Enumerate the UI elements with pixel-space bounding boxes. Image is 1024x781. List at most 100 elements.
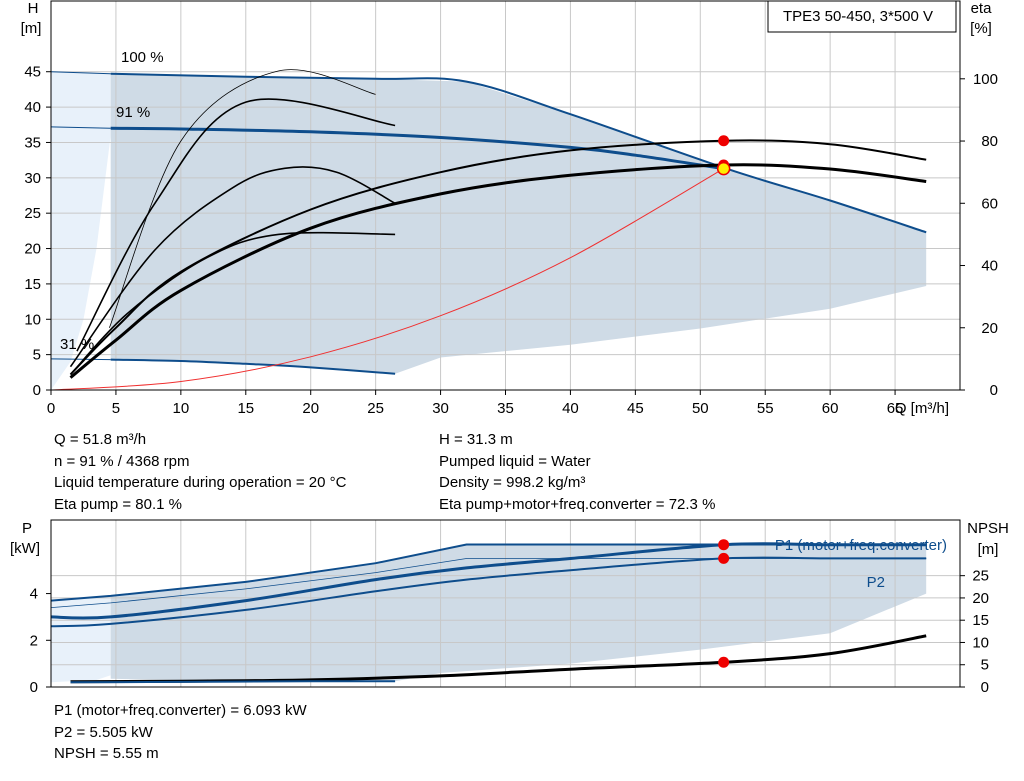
x-tick-label: 25 — [367, 400, 384, 417]
x-tick-label: 65 — [887, 400, 904, 417]
result-npsh: NPSH = 5.55 m — [54, 745, 159, 762]
duty-marker-npsh — [718, 656, 730, 668]
curve-label-91: 91 % — [116, 104, 150, 121]
y-left-label-line2: [m] — [21, 20, 42, 37]
x-tick-label: 0 — [47, 400, 55, 417]
p-tick-label: 2 — [30, 632, 38, 649]
legend-p2: P2 — [867, 574, 885, 591]
y-right-label-line1: eta — [971, 0, 993, 17]
y-right-tick-label: 0 — [990, 382, 998, 399]
y-right-tick-label: 80 — [981, 133, 998, 150]
x-tick-label: 50 — [692, 400, 709, 417]
result-pumped-liquid: Pumped liquid = Water — [439, 452, 591, 470]
top-operating-area — [110, 73, 927, 374]
y-left-tick-label: 20 — [24, 241, 41, 258]
npsh-tick-label: 15 — [972, 612, 989, 629]
curve-label-100: 100 % — [121, 49, 164, 66]
result-head: H = 31.3 m — [439, 431, 513, 448]
bottom-duty-markers — [718, 539, 730, 668]
duty-marker-head — [716, 161, 731, 176]
y-right-tick-label: 60 — [981, 195, 998, 212]
x-tick-label: 60 — [822, 400, 839, 417]
p2-max-curve — [50, 558, 927, 608]
system-curve — [50, 168, 724, 391]
y-right-label-line2: [%] — [970, 20, 992, 37]
y-left-tick-label: 40 — [24, 99, 41, 116]
results-top-left: Q = 51.8 m³/h n = 91 % / 4368 rpm Liquid… — [54, 429, 346, 515]
x-tick-label: 55 — [757, 400, 774, 417]
eta-partial-speed-curve — [76, 98, 396, 352]
head-curve-100-extension — [50, 71, 111, 75]
result-speed: n = 91 % / 4368 rpm — [54, 452, 190, 470]
title-box — [767, 0, 957, 33]
result-liquid-temperature: Liquid temperature during operation = 20… — [54, 474, 347, 491]
y-right-tick-label: 20 — [981, 320, 998, 337]
bottom-y-axis-right-ticks: 0 5 10 15 20 25 — [960, 568, 989, 696]
x-tick-label: 45 — [627, 400, 644, 417]
x-tick-label: 10 — [173, 400, 190, 417]
top-x-axis-ticks: 0 5 10 15 20 25 30 35 40 45 50 55 60 65 — [47, 390, 904, 417]
results-bottom: P1 (motor+freq.converter) = 6.093 kW P2 … — [54, 700, 307, 765]
p-axis-label-line1: P — [22, 520, 32, 537]
x-tick-label: 5 — [112, 400, 120, 417]
eta-total-curve — [69, 163, 927, 379]
result-eta-total: Eta pump+motor+freq.converter = 72.3 % — [439, 495, 716, 513]
bottom-y-axis-left-ticks: 0 2 4 — [30, 586, 51, 696]
head-curve-31 — [110, 358, 396, 375]
head-curve-100 — [110, 72, 927, 234]
result-density: Density = 998.2 kg/m³ — [439, 474, 586, 491]
x-tick-label: 15 — [237, 400, 254, 417]
x-tick-label: 20 — [302, 400, 319, 417]
bottom-operating-area — [110, 544, 927, 682]
results-top-right: H = 31.3 m Pumped liquid = Water Density… — [439, 429, 715, 515]
top-grid — [51, 1, 960, 390]
eta-partial-speed-curve — [109, 69, 376, 328]
top-y-axis-right-ticks: 0 20 40 60 80 100 — [960, 71, 998, 399]
head-efficiency-plot: 0 5 10 15 20 25 30 35 40 45 50 55 60 65 0 5 10 15 20 25 30 3… — [21, 0, 998, 417]
eta-partial-speed-curve — [69, 231, 396, 375]
x-tick-label: 30 — [432, 400, 449, 417]
y-left-tick-label: 35 — [24, 134, 41, 151]
y-left-tick-label: 45 — [24, 64, 41, 81]
top-y-axis-left-ticks: 0 5 10 15 20 25 30 35 40 45 — [24, 64, 51, 399]
head-curve-91-extension — [50, 126, 111, 129]
x-axis-label: Q [m³/h] — [895, 400, 949, 417]
y-right-tick-label: 40 — [981, 258, 998, 275]
p-axis-label-line2: [kW] — [10, 540, 40, 557]
npsh-axis-label-line1: NPSH — [967, 520, 1009, 537]
p-min-curve — [70, 680, 396, 684]
legend-p1: P1 (motor+freq.converter) — [775, 537, 947, 554]
eta-partial-speed-curve — [69, 166, 396, 368]
bottom-light-area — [51, 595, 111, 683]
power-npsh-plot: 0 2 4 0 5 10 15 20 25 P [kW] NPSH [m] P1 (motor… — [10, 519, 1009, 696]
duty-marker-p2 — [718, 552, 730, 564]
npsh-tick-label: 20 — [972, 590, 989, 607]
top-series — [50, 69, 927, 391]
bottom-series — [50, 542, 927, 684]
y-left-tick-label: 15 — [24, 276, 41, 293]
y-left-tick-label: 5 — [33, 347, 41, 364]
chart-title: TPE3 50-450, 3*500 V — [783, 8, 933, 25]
p-tick-label: 0 — [30, 679, 38, 696]
head-curve-91 — [110, 126, 724, 171]
y-right-tick-label: 100 — [973, 71, 998, 88]
result-p1: P1 (motor+freq.converter) = 6.093 kW — [54, 702, 307, 719]
curve-label-31: 31 % — [60, 336, 94, 353]
p1-max-curve — [50, 543, 927, 602]
duty-marker-p1 — [718, 539, 730, 551]
top-duty-markers — [716, 135, 731, 176]
y-left-tick-label: 10 — [24, 311, 41, 328]
npsh-tick-label: 5 — [981, 657, 989, 674]
bottom-plot-frame — [50, 519, 961, 688]
result-p2: P2 = 5.505 kW — [54, 723, 153, 741]
npsh-tick-label: 0 — [981, 679, 989, 696]
npsh-tick-label: 10 — [972, 634, 989, 651]
y-left-tick-label: 0 — [33, 382, 41, 399]
p-tick-label: 4 — [30, 586, 38, 603]
result-flow: Q = 51.8 m³/h — [54, 431, 147, 448]
y-left-tick-label: 25 — [24, 205, 41, 222]
p1-curve — [50, 542, 927, 620]
y-left-label-line1: H — [28, 0, 39, 17]
top-light-area — [51, 71, 111, 390]
